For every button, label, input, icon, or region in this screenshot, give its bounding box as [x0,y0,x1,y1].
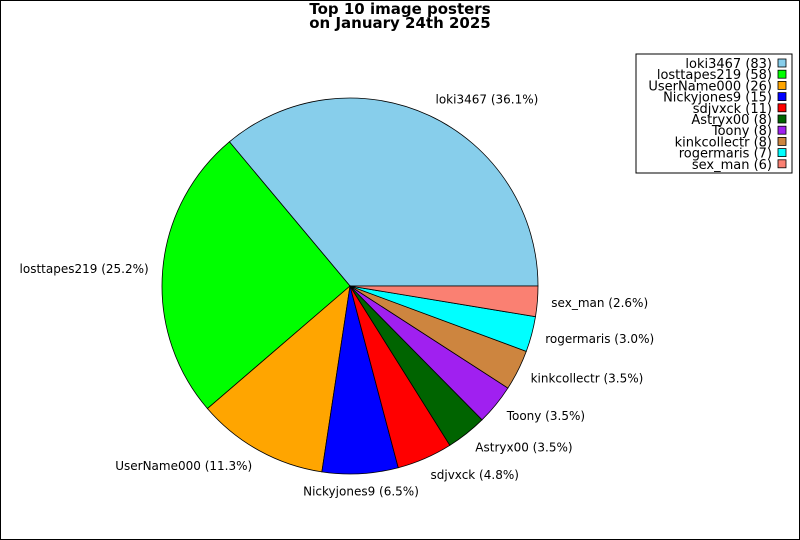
legend-swatch-sex_man [777,159,787,169]
legend-label-Nickyjones9: Nickyjones9 (15) [663,91,772,106]
legend-swatch-loki3467 [777,58,787,68]
chart-title-line-1: Top 10 image posters [309,0,491,18]
chart-title: Top 10 image posters on January 24th 202… [0,0,800,32]
slice-label-rogermaris: rogermaris (3.0%) [545,332,654,346]
slice-label-loki3467: loki3467 (36.1%) [436,92,539,106]
legend-swatch-UserName000 [777,81,787,90]
legend-swatch-losttapes219 [777,69,787,79]
slice-label-UserName000: UserName000 (11.3%) [115,459,252,473]
legend-label-loki3467: loki3467 (83) [685,57,772,72]
legend-swatch-sdjvxck [777,103,787,113]
pie-slices [161,97,539,475]
pie-slice-losttapes219 [161,141,351,410]
legend-label-Astryx00: Astryx00 (8) [691,113,772,128]
slice-label-Nickyjones9: Nickyjones9 (6.5%) [303,485,419,499]
legend-label-rogermaris: rogermaris (7) [679,147,772,162]
slice-label-losttapes219: losttapes219 (25.2%) [20,262,149,276]
legend-box [635,53,793,174]
pie-slice-UserName000 [206,284,351,473]
slice-label-sdjvxck: sdjvxck (4.8%) [431,468,519,482]
pie-labels: loki3467 (36.1%) losttapes219 (25.2%) User… [20,92,655,498]
legend-swatch-rogermaris [777,148,787,158]
legend-swatch-Astryx00 [777,114,787,124]
legend-label-sdjvxck: sdjvxck (11) [693,102,772,117]
legend-swatch-kinkcollectr [777,136,787,146]
legend-label-Toony: Toony (8) [711,124,772,139]
pie-slice-sex_man [349,285,539,318]
legend-swatch-Toony [777,125,787,135]
slice-label-Toony: Toony (3.5%) [506,409,585,423]
slice-label-kinkcollectr: kinkcollectr (3.5%) [531,371,644,385]
chart-title-line-2: on January 24th 2025 [309,14,491,32]
legend-label-kinkcollectr: kinkcollectr (8) [675,135,772,150]
legend-label-UserName000: UserName000 (26) [648,79,772,94]
pie-slice-loki3467 [228,97,539,287]
slice-label-Astryx00: Astryx00 (3.5%) [475,441,572,455]
legend-label-sex_man: sex_man (6) [692,158,772,173]
legend-swatch-Nickyjones9 [777,92,787,101]
legend-label-losttapes219: losttapes219 (58) [657,68,772,83]
slice-label-sex_man: sex_man (2.6%) [551,296,648,310]
legend: loki3467 (83)losttapes219 (58)UserName00… [635,53,793,174]
